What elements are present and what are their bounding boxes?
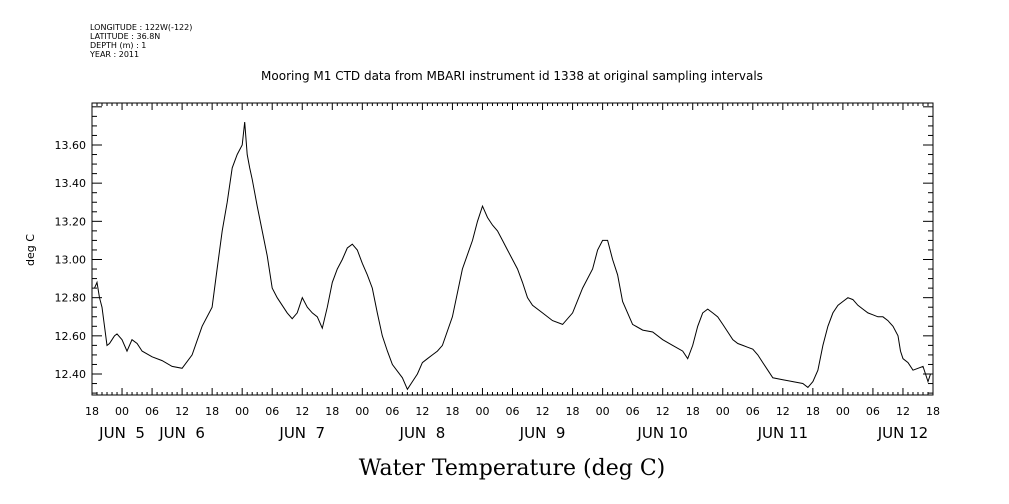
x-day-label: JUN 6	[158, 424, 205, 442]
x-axis-title: Water Temperature (deg C)	[359, 456, 666, 481]
x-hour-label: 00	[716, 405, 730, 418]
x-hour-label: 06	[385, 405, 399, 418]
y-tick-label: 13.40	[55, 177, 87, 190]
x-day-labels: JUN 5 JUN 6 JUN 7 JUN 8 JUN 9 JUN 10 JUN 11 JUN…	[98, 424, 928, 442]
x-hour-label: 18	[445, 405, 459, 418]
x-day-label: JUN 8	[399, 424, 446, 442]
x-hour-label: 06	[626, 405, 640, 418]
x-hour-label: 00	[235, 405, 249, 418]
x-hour-labels: 18 00 06 12 18 00 06 12 18 00 06 12 18 00 06 12 18 00 06 12…	[85, 405, 940, 418]
axis-ticks	[91, 103, 934, 395]
y-tick-label: 12.60	[55, 330, 87, 343]
x-day-label: JUN 10	[636, 424, 687, 442]
x-day-label: JUN 9	[519, 424, 566, 442]
header-longitude: LONGITUDE : 122W(-122)	[90, 23, 192, 32]
header-latitude: LATITUDE : 36.8N	[90, 32, 160, 41]
y-tick-label: 12.80	[55, 292, 87, 305]
y-tick-labels: 12.40 12.60 12.80 13.00 13.20 13.40 13.60	[55, 139, 87, 381]
x-hour-label: 18	[806, 405, 820, 418]
x-hour-label: 18	[926, 405, 940, 418]
x-hour-label: 18	[686, 405, 700, 418]
header-depth: DEPTH (m) : 1	[90, 41, 146, 50]
x-hour-label: 12	[656, 405, 670, 418]
temperature-line	[94, 122, 931, 391]
x-hour-label: 06	[265, 405, 279, 418]
x-hour-label: 00	[115, 405, 129, 418]
x-hour-label: 18	[566, 405, 580, 418]
x-hour-label: 06	[506, 405, 520, 418]
x-hour-label: 12	[175, 405, 189, 418]
x-day-label: JUN 5	[98, 424, 145, 442]
x-hour-label: 12	[776, 405, 790, 418]
x-hour-label: 00	[596, 405, 610, 418]
plot-frame	[91, 102, 934, 396]
chart-title: Mooring M1 CTD data from MBARI instrumen…	[261, 69, 763, 83]
x-day-label: JUN 11	[757, 424, 808, 442]
x-hour-label: 06	[145, 405, 159, 418]
x-hour-label: 06	[746, 405, 760, 418]
x-day-label: JUN 7	[278, 424, 325, 442]
x-hour-label: 00	[836, 405, 850, 418]
header-year: YEAR : 2011	[89, 50, 139, 59]
x-hour-label: 12	[536, 405, 550, 418]
x-hour-label: 18	[205, 405, 219, 418]
y-tick-label: 13.00	[55, 253, 87, 266]
x-hour-label: 00	[475, 405, 489, 418]
x-hour-label: 06	[866, 405, 880, 418]
x-hour-label: 18	[85, 405, 99, 418]
y-tick-label: 13.60	[55, 139, 87, 152]
x-hour-label: 00	[355, 405, 369, 418]
x-hour-label: 18	[325, 405, 339, 418]
x-day-label: JUN 12	[877, 424, 928, 442]
y-axis-label: deg C	[24, 234, 37, 266]
y-tick-label: 12.40	[55, 368, 87, 381]
x-hour-label: 12	[415, 405, 429, 418]
x-hour-label: 12	[295, 405, 309, 418]
y-tick-label: 13.20	[55, 215, 87, 228]
x-hour-label: 12	[896, 405, 910, 418]
